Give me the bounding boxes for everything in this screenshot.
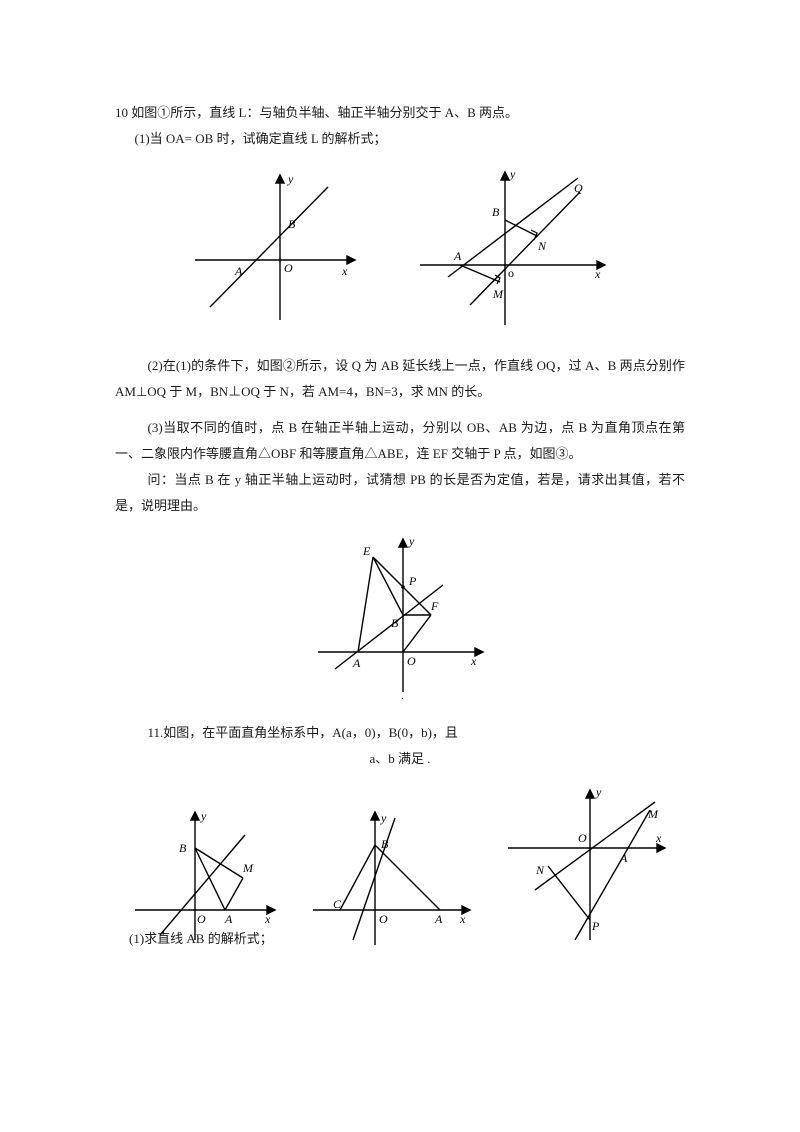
- fig6-label-O: O: [578, 831, 587, 845]
- fig3-label-O: O: [407, 654, 416, 668]
- q11-intro-2: a、b 满足 .: [115, 746, 685, 772]
- fig4-label-x: x: [264, 912, 271, 926]
- q10-part3a: (3)当取不同的值时，点 B 在轴正半轴上运动，分别以 OB、AB 为边，点 B…: [115, 415, 685, 467]
- fig3-label-y: y: [408, 534, 415, 548]
- figure-row-1: B A O x y: [115, 160, 685, 335]
- fig6-label-y: y: [595, 785, 602, 799]
- fig4-label-M: M: [242, 861, 254, 875]
- fig4-label-O: O: [197, 912, 206, 926]
- fig2-label-x: x: [594, 267, 601, 281]
- fig6-label-N: N: [535, 863, 545, 877]
- fig5-label-y: y: [380, 811, 387, 825]
- fig2-label-M: M: [492, 287, 504, 301]
- fig1-label-A: A: [234, 264, 243, 278]
- fig1-label-B: B: [288, 217, 296, 231]
- q10-part1: (1)当 OA= OB 时，试确定直线 L 的解析式；: [115, 126, 685, 152]
- q10-intro: 10 如图①所示，直线 L：与轴负半轴、轴正半轴分别交于 A、B 两点。: [115, 100, 685, 126]
- figure-4: y x B M O A (1)求直线 AB 的解析式；: [125, 800, 285, 950]
- figure-row-3: y x B M O A (1)求直线 AB 的解析式； y x B C O A: [115, 780, 685, 950]
- fig1-label-O: O: [284, 261, 293, 275]
- fig3-label-E: E: [362, 544, 371, 558]
- fig2-label-B: B: [492, 205, 500, 219]
- fig3-label-A: A: [352, 656, 361, 670]
- fig2-label-A: A: [453, 249, 462, 263]
- fig2-label-O: o: [508, 266, 514, 280]
- fig3-label-F: F: [430, 599, 439, 613]
- fig2-label-Q: Q: [574, 181, 583, 195]
- fig5-label-O: O: [379, 912, 388, 926]
- fig4-label-y: y: [200, 809, 207, 823]
- figure-row-2: y x A B O E F P .: [115, 527, 685, 702]
- q11-part1: (1)求直线 AB 的解析式；: [129, 926, 273, 952]
- page: { "q10": { "intro": "10 如图①所示，直线 L：与轴负半轴…: [0, 0, 800, 1132]
- q10-part2: (2)在(1)的条件下，如图②所示，设 Q 为 AB 延长线上一点，作直线 OQ…: [115, 353, 685, 405]
- fig4-label-B: B: [179, 841, 187, 855]
- figure-1: B A O x y: [180, 165, 370, 330]
- svg-text:.: .: [401, 688, 404, 702]
- figure-6: y x O A M N P: [500, 780, 675, 950]
- fig1-label-x: x: [341, 264, 348, 278]
- fig2-label-y: y: [509, 167, 516, 181]
- fig6-label-P: P: [591, 919, 600, 933]
- fig3-label-P: P: [408, 574, 417, 588]
- fig6-label-M: M: [647, 807, 659, 821]
- figure-2: y x A B o Q M N: [410, 160, 620, 335]
- figure-5: y x B C O A: [305, 800, 480, 950]
- fig5-label-A: A: [434, 912, 443, 926]
- fig5-label-x: x: [459, 912, 466, 926]
- fig6-label-A: A: [619, 851, 628, 865]
- fig5-label-B: B: [381, 837, 389, 851]
- fig2-label-N: N: [537, 239, 547, 253]
- fig3-label-B: B: [391, 616, 399, 630]
- fig3-label-x: x: [470, 654, 477, 668]
- fig6-label-x: x: [655, 831, 662, 845]
- fig1-label-y: y: [287, 172, 294, 186]
- fig5-label-C: C: [333, 897, 342, 911]
- q10-part3b: 问：当点 B 在 y 轴正半轴上运动时，试猜想 PB 的长是否为定值，若是，请求…: [115, 467, 685, 519]
- fig4-label-A: A: [224, 912, 233, 926]
- q11-intro-1: 11.如图，在平面直角坐标系中，A(a，0)，B(0，b)，且: [115, 720, 685, 746]
- spacer: [115, 405, 685, 415]
- figure-3: y x A B O E F P .: [303, 527, 498, 702]
